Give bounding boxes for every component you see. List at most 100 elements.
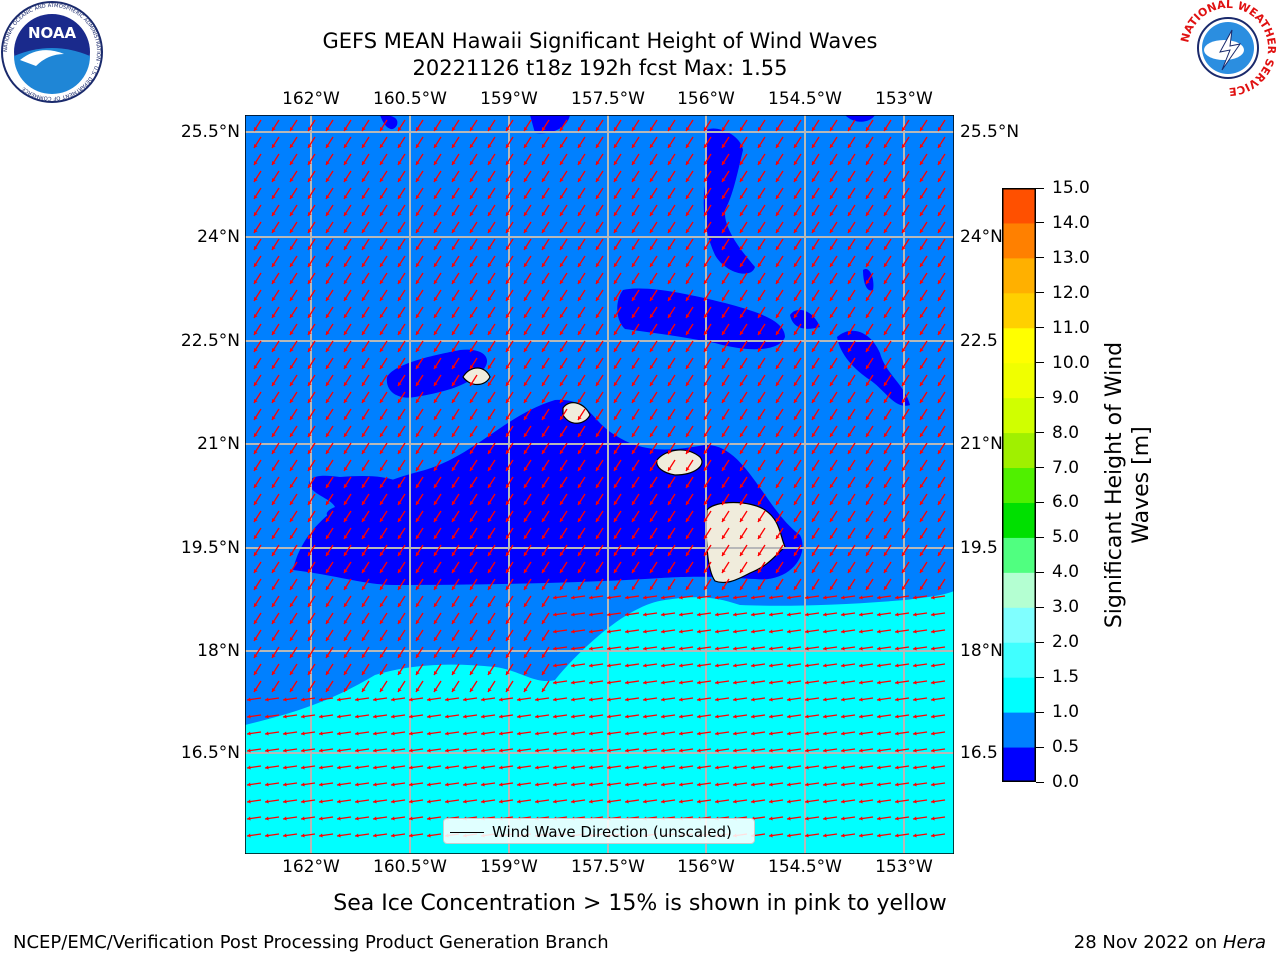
lat-tick-right: 18°N: [960, 641, 1003, 661]
footer-date: 28 Nov 2022 on Hera: [1074, 932, 1266, 954]
colorbar-swatch: [1002, 467, 1036, 503]
colorbar-swatch: [1002, 362, 1036, 399]
nws-logo: NATIONAL WEATHER SERVICE: [1178, 0, 1278, 98]
lat-tick-right: 22.5: [960, 331, 998, 351]
colorbar-swatch: [1002, 188, 1036, 224]
lon-tick-top: 157.5°W: [571, 89, 645, 109]
colorbar-tick-mark: [1036, 571, 1044, 573]
colorbar-tick-mark: [1036, 536, 1044, 538]
colorbar-swatch: [1002, 747, 1036, 782]
lon-tick-bottom: 153°W: [875, 857, 933, 877]
lon-tick-bottom: 159°W: [480, 857, 538, 877]
colorbar-tick-mark: [1036, 292, 1044, 294]
noaa-logo-text: NOAA: [28, 24, 77, 42]
map-title-line2: 20221126 t18z 192h fcst Max: 1.55: [412, 56, 788, 80]
lat-tick-right: 25.5°N: [960, 122, 1020, 142]
lat-tick-left: 19.5°N: [180, 538, 240, 558]
colorbar-tick-mark: [1036, 397, 1044, 399]
colorbar-tick-mark: [1036, 467, 1044, 469]
lat-tick-left: 25.5°N: [180, 122, 240, 142]
colorbar-swatch: [1002, 677, 1036, 713]
footer-date-text: 28 Nov 2022 on: [1073, 932, 1223, 953]
graticule: [245, 115, 954, 854]
lat-tick-left: 18°N: [197, 641, 240, 661]
colorbar-swatch: [1002, 257, 1036, 294]
colorbar-tick: 12.0: [1052, 282, 1090, 303]
lon-tick-top: 159°W: [480, 89, 538, 109]
colorbar-tick-mark: [1036, 711, 1044, 713]
colorbar-tick: 0.5: [1052, 737, 1080, 758]
lon-tick-top: 153°W: [875, 89, 933, 109]
lon-tick-bottom: 157.5°W: [571, 857, 645, 877]
lat-tick-right: 21°N: [960, 434, 1003, 454]
colorbar-tick: 11.0: [1052, 317, 1090, 338]
lon-tick-bottom: 154.5°W: [768, 857, 842, 877]
lon-tick-bottom: 156°W: [677, 857, 735, 877]
map-title-line1: GEFS MEAN Hawaii Significant Height of W…: [322, 29, 878, 53]
legend-label: Wind Wave Direction (unscaled): [492, 823, 732, 841]
colorbar-tick-mark: [1036, 362, 1044, 364]
lat-tick-right: 19.5: [960, 538, 998, 558]
colorbar-swatch: [1002, 292, 1036, 329]
lat-tick-left: 21°N: [197, 434, 240, 454]
colorbar-tick: 13.0: [1052, 247, 1090, 268]
colorbar-label: Significant Height of Wind Waves [m]: [1102, 341, 1154, 629]
lon-tick-top: 154.5°W: [768, 89, 842, 109]
colorbar-tick: 14.0: [1052, 212, 1090, 233]
colorbar-tick: 15.0: [1052, 178, 1090, 198]
sea-ice-caption: Sea Ice Concentration > 15% is shown in …: [333, 891, 947, 916]
lat-tick-left: 24°N: [197, 227, 240, 247]
colorbar-tick: 0.0: [1052, 772, 1080, 792]
colorbar-swatch: [1002, 572, 1036, 608]
colorbar-tick: 5.0: [1052, 527, 1080, 548]
colorbar-tick: 6.0: [1052, 492, 1080, 513]
lon-tick-bottom: 162°W: [282, 857, 340, 877]
legend-line-sample: [450, 832, 484, 833]
colorbar-tick: 3.0: [1052, 597, 1080, 618]
island-oahu: [562, 402, 591, 424]
colorbar-swatch: [1002, 712, 1036, 748]
lat-tick-left: 16.5°N: [180, 743, 240, 763]
colorbar-tick-mark: [1036, 746, 1044, 748]
colorbar-tick-mark: [1036, 781, 1044, 783]
colorbar-swatch: [1002, 502, 1036, 538]
colorbar-tick: 8.0: [1052, 422, 1080, 443]
colorbar: [1002, 188, 1036, 782]
colorbar-tick: 1.0: [1052, 702, 1080, 723]
colorbar-tick-mark: [1036, 257, 1044, 259]
colorbar-tick: 4.0: [1052, 562, 1080, 583]
colorbar-tick: 2.0: [1052, 632, 1080, 653]
colorbar-swatch: [1002, 222, 1036, 259]
island-maui: [656, 449, 703, 476]
colorbar-swatch: [1002, 327, 1036, 364]
colorbar-swatch: [1002, 397, 1036, 434]
colorbar-tick-mark: [1036, 187, 1044, 189]
high-wave-zone: [245, 591, 954, 854]
wind-wave-vectors: [246, 119, 946, 838]
lat-tick-right: 24°N: [960, 227, 1003, 247]
lon-tick-bottom: 160.5°W: [373, 857, 447, 877]
colorbar-tick: 7.0: [1052, 457, 1080, 478]
colorbar-tick: 1.5: [1052, 667, 1080, 688]
colorbar-tick-mark: [1036, 432, 1044, 434]
lon-tick-top: 156°W: [677, 89, 735, 109]
colorbar-swatch: [1002, 432, 1036, 469]
colorbar-swatch: [1002, 537, 1036, 573]
colorbar-swatch: [1002, 607, 1036, 643]
footer-branch: NCEP/EMC/Verification Post Processing Pr…: [13, 932, 609, 953]
colorbar-tick-mark: [1036, 501, 1044, 503]
lon-tick-top: 162°W: [282, 89, 340, 109]
colorbar-tick: 10.0: [1052, 352, 1090, 373]
colorbar-swatch: [1002, 642, 1036, 678]
colorbar-tick-mark: [1036, 222, 1044, 224]
map-legend: Wind Wave Direction (unscaled): [443, 818, 755, 844]
colorbar-tick-mark: [1036, 327, 1044, 329]
colorbar-tick-mark: [1036, 606, 1044, 608]
lat-tick-right: 16.5: [960, 743, 998, 763]
lon-tick-top: 160.5°W: [373, 89, 447, 109]
lat-tick-left: 22.5°N: [180, 331, 240, 351]
wave-height-map: [245, 115, 954, 854]
noaa-logo: NOAA NATIONAL OCEANIC AND ATMOSPHERIC AD…: [1, 1, 103, 103]
colorbar-tick-mark: [1036, 676, 1044, 678]
colorbar-tick-mark: [1036, 641, 1044, 643]
